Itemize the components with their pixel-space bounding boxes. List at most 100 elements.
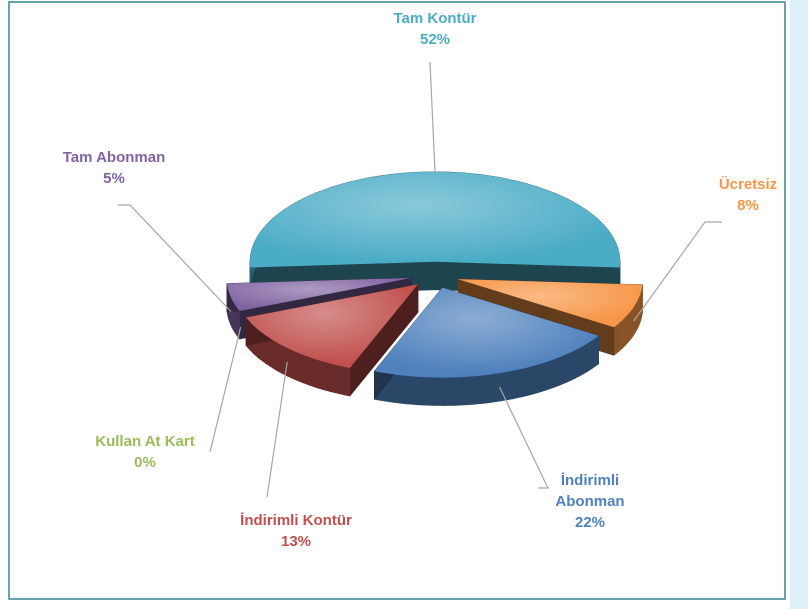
slice-wall (558, 355, 564, 386)
slice-wall (426, 376, 433, 406)
slice-wall (279, 343, 284, 375)
slice-wall (545, 360, 551, 391)
data-label: Kullan At Kart 0% (65, 431, 225, 473)
slice-wall (344, 366, 351, 397)
leader-line (209, 326, 242, 453)
slice-wall (290, 349, 296, 381)
data-label: Ücretsiz 8% (688, 174, 808, 216)
category-label: Tam Abonman (62, 149, 166, 166)
slice-wall (443, 377, 450, 406)
slice-wall (621, 317, 625, 350)
slice-wall (330, 363, 336, 394)
slice-wall (582, 343, 587, 375)
slice-wall (536, 363, 542, 394)
slice-wall (432, 377, 439, 406)
slice-wall (421, 376, 428, 406)
slice-wall (512, 369, 518, 400)
value-label: 8% (737, 197, 759, 214)
data-label: İndirimli Abonman 22% (535, 470, 645, 533)
slice-wall (339, 365, 346, 396)
slice-wall (464, 376, 471, 406)
value-label: 5% (103, 170, 125, 187)
slice-wall (550, 358, 556, 390)
data-label: Tam Abonman 5% (34, 147, 194, 189)
slice-wall (405, 375, 412, 405)
slice-wall (394, 374, 401, 404)
slice-wall (286, 347, 292, 379)
slice-wall (626, 312, 630, 345)
slice-wall (453, 376, 461, 406)
slice-wall (334, 364, 341, 395)
side-strip (790, 0, 808, 609)
slice-shine (226, 277, 412, 311)
category-label: Ücretsiz (718, 176, 778, 193)
slice-wall (298, 352, 304, 384)
slice-wall (592, 337, 596, 369)
slice-shine (374, 287, 599, 378)
slice-wall (624, 314, 628, 347)
slice-wall (320, 360, 326, 391)
slice-wall (570, 349, 576, 381)
slice-wall (506, 370, 513, 401)
value-label: 0% (134, 454, 156, 471)
slice-wall (585, 341, 590, 373)
data-label: Tam Kontür 52% (335, 8, 535, 50)
slice-wall (486, 373, 493, 404)
slice-shine (457, 279, 643, 328)
slice-wall (574, 347, 580, 379)
category-label: Tam Kontür (393, 10, 477, 27)
slice-wall (415, 376, 423, 406)
slice-wall (566, 351, 572, 383)
slice-wall (302, 354, 308, 385)
slice-wall (531, 364, 538, 395)
slice-wall (613, 324, 618, 356)
slice-wall (554, 356, 560, 388)
slice-wall (294, 351, 300, 382)
slice-wall (448, 377, 455, 406)
slice-shine (250, 171, 620, 268)
category-label: İndirimli Abonman (555, 472, 625, 510)
slice-wall (307, 356, 313, 387)
category-label: İndirimli Kontür (240, 512, 352, 529)
leader-line (633, 221, 722, 322)
leader-line (499, 386, 549, 489)
slice-wall (316, 359, 322, 390)
slice-wall (480, 374, 487, 404)
slice-wall (595, 335, 599, 367)
slice-wall (410, 375, 417, 406)
value-label: 13% (280, 533, 312, 550)
slice-wall (275, 341, 281, 373)
slice-wall (311, 357, 317, 389)
slice-wall (562, 353, 568, 385)
leader-line (118, 204, 232, 312)
value-label: 22% (574, 514, 606, 531)
leader-line (266, 361, 288, 498)
slice-wall (540, 361, 547, 393)
slice-wall (475, 375, 482, 405)
slice-wall (459, 376, 466, 406)
slice-wall (578, 345, 583, 377)
slice-wall (588, 339, 593, 371)
slice-wall (269, 337, 274, 369)
slice-wall (521, 367, 528, 398)
slice-wall (501, 371, 508, 402)
category-label: Kullan At Kart (95, 433, 195, 450)
slice-wall (616, 322, 620, 354)
slice-wall (325, 361, 331, 392)
slice-tops (226, 171, 643, 378)
slice-wall (526, 365, 533, 396)
slice-shine (246, 284, 418, 368)
slice-wall (619, 319, 623, 352)
slice-wall (517, 368, 523, 399)
data-label: İndirimli Kontür 13% (196, 510, 396, 552)
leader-line (429, 61, 436, 172)
slice-wall (399, 374, 406, 405)
slice-wall (437, 377, 444, 406)
slice-wall (491, 373, 498, 403)
value-label: 52% (419, 31, 451, 48)
slice-wall (470, 375, 477, 405)
slice-wall (496, 372, 503, 402)
slice-wall (272, 339, 277, 371)
